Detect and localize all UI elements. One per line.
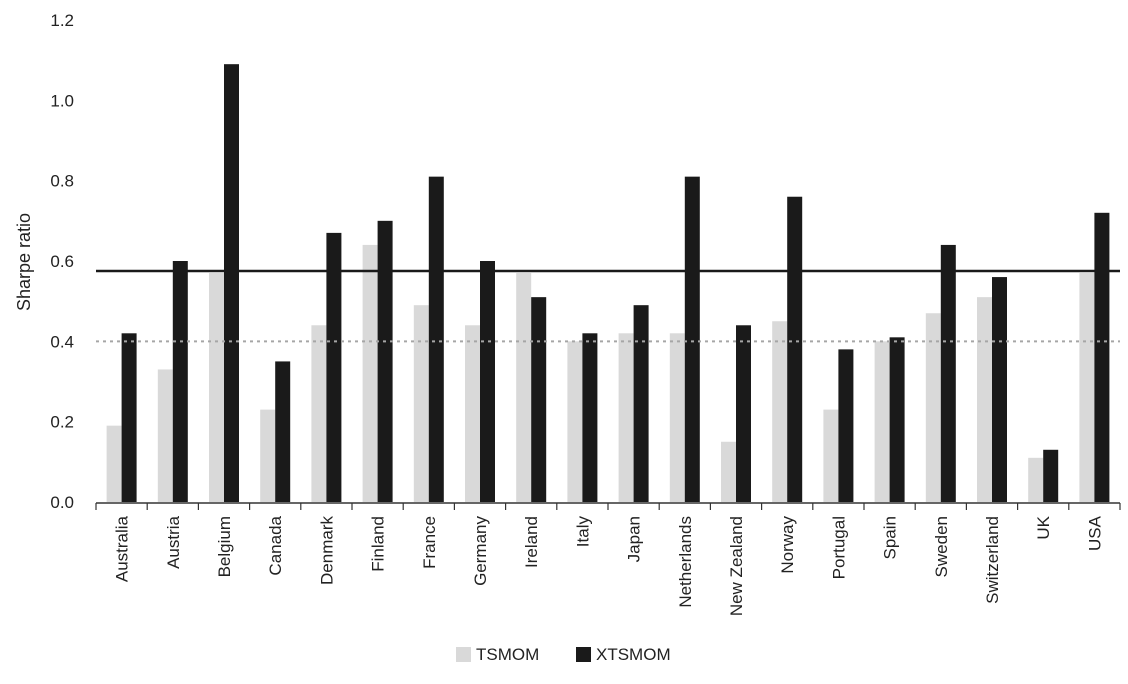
bar-tsmom-austria [157,369,173,502]
bar-tsmom-finland [362,244,378,502]
bar-xtsmom-ireland [531,297,547,502]
legend-label-xtsmom: XTSMOM [596,645,671,664]
bar-xtsmom-germany [480,261,495,502]
bar-tsmom-ireland [516,273,532,502]
bar-tsmom-usa [1079,273,1095,502]
x-axis-labels: Australia Austria Belgium Canada Denmark Finl… [113,515,1105,616]
x-tick-label: Finland [369,516,388,572]
bar-tsmom-new-zealand [721,441,736,502]
y-axis-title-group: Sharpe ratio [14,213,34,311]
y-tick-label: 0.8 [50,172,74,191]
bar-xtsmom-spain [889,337,905,502]
y-tick-label: 1.2 [50,11,74,30]
bar-xtsmom-austria [172,261,188,502]
bar-tsmom-norway [772,321,788,502]
x-tick-label: Switzerland [983,516,1002,604]
bar-xtsmom-france [428,176,444,502]
y-tick-label: 1.0 [50,91,74,110]
bar-xtsmom-norway [787,196,803,503]
bar-xtsmom-australia [121,333,137,502]
x-tick-label: Norway [778,516,797,574]
bar-xtsmom-finland [377,220,393,502]
x-tick-label: Japan [625,516,644,562]
x-tick-label: USA [1085,515,1104,551]
bar-tsmom-canada [260,409,276,502]
x-tick-label: New Zealand [727,516,746,616]
y-axis-title: Sharpe ratio [14,213,34,311]
bar-tsmom-australia [106,425,122,502]
bar-xtsmom-sweden [940,244,956,502]
bar-tsmom-japan [618,333,634,502]
bar-xtsmom-canada [275,361,291,502]
x-tick-label: Portugal [829,516,848,579]
bar-xtsmom-switzerland [992,277,1007,502]
bar-xtsmom-portugal [838,349,854,502]
bar-xtsmom-netherlands [684,176,700,502]
bars [106,64,1110,503]
legend-swatch-xtsmom [576,647,591,662]
x-tick-label: Canada [266,515,285,575]
x-tick-label: France [420,516,439,569]
x-tick-label: UK [1034,515,1053,539]
y-tick-label: 0.6 [50,252,74,271]
bar-xtsmom-belgium [224,64,239,503]
bar-tsmom-france [413,305,429,502]
y-axis-ticks: 0.0 0.2 0.4 0.6 0.8 1.0 1.2 [50,11,74,512]
reference-lines [96,269,1120,343]
x-tick-label: Italy [573,516,592,548]
x-tick-label: Ireland [522,516,541,568]
bar-tsmom-italy [567,341,583,502]
bar-tsmom-spain [874,341,890,502]
x-tick-label: Austria [164,515,183,568]
bar-tsmom-uk [1028,457,1044,502]
bar-tsmom-portugal [823,409,839,502]
x-tick-label: Germany [471,516,490,586]
y-tick-label: 0.2 [50,413,74,432]
bar-xtsmom-usa [1094,212,1110,503]
bar-tsmom-switzerland [977,297,992,502]
bar-xtsmom-new-zealand [736,325,751,502]
y-tick-label: 0.4 [50,332,74,351]
legend-swatch-tsmom [456,647,471,662]
x-tick-label: Spain [881,516,900,559]
legend-label-tsmom: TSMOM [476,645,539,664]
bar-tsmom-sweden [925,313,941,502]
bar-tsmom-denmark [311,325,327,502]
x-tick-label: Australia [113,515,132,582]
x-tick-label: Belgium [215,516,234,577]
bar-xtsmom-italy [582,333,598,502]
bar-xtsmom-uk [1043,449,1059,502]
bar-tsmom-germany [465,325,480,502]
x-tick-label: Denmark [317,516,336,585]
bar-xtsmom-japan [633,305,649,502]
x-tick-label: Netherlands [676,516,695,608]
bar-tsmom-netherlands [669,333,685,502]
y-tick-label: 0.0 [50,493,74,512]
x-axis-ticks [95,503,1121,510]
bar-tsmom-belgium [209,273,224,502]
legend: TSMOM XTSMOM [456,645,671,664]
x-tick-label: Sweden [932,516,951,577]
bar-xtsmom-denmark [326,232,342,502]
